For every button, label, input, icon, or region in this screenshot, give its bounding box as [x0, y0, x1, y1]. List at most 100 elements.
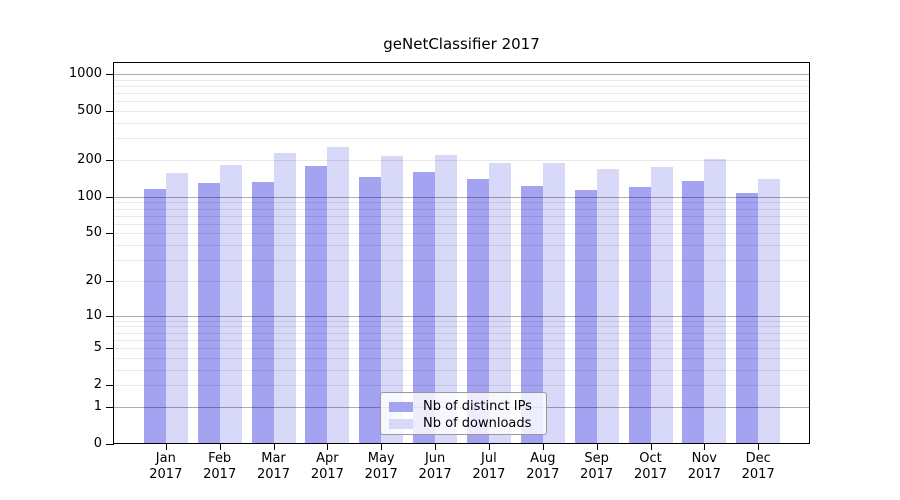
x-tick-year: 2017 [580, 467, 614, 482]
gridline-300 [114, 138, 809, 140]
y-tick-mark-1 [106, 406, 114, 408]
x-tick-year: 2017 [364, 467, 398, 482]
y-tick-label-200: 200 [77, 152, 102, 167]
gridline-6 [114, 339, 809, 341]
y-tick-label-2: 2 [93, 377, 102, 393]
gridline-5 [114, 348, 809, 349]
x-tick-mark-nov [704, 444, 706, 450]
x-tick-month: Jun [424, 451, 446, 466]
x-tick-month: Feb [208, 451, 232, 466]
x-tick-year: 2017 [741, 467, 775, 482]
gridline-50 [114, 233, 809, 235]
x-tick-year: 2017 [256, 467, 291, 482]
bar-downloads-apr [327, 147, 350, 444]
bar-downloads-aug [542, 162, 565, 444]
gridline-9 [114, 320, 809, 322]
bar-distinct-ips-jul [466, 179, 489, 444]
y-tick-label-50: 50 [85, 225, 102, 241]
y-tick-mark-500 [106, 111, 114, 113]
chart-title: geNetClassifier 2017 [383, 35, 540, 53]
x-tick-mark-jul [488, 444, 490, 450]
legend-swatch-distinct-ips [389, 401, 413, 412]
bar-downloads-sep [596, 169, 619, 444]
bar-downloads-jun [435, 154, 458, 444]
y-tick-mark-200 [106, 160, 114, 161]
x-tick-year: 2017 [472, 467, 506, 482]
bar-distinct-ips-nov [682, 180, 705, 444]
bar-distinct-ips-sep [574, 189, 597, 444]
gridline-70 [114, 215, 809, 217]
x-tick-month: Sep [584, 451, 609, 466]
x-tick-mark-jan [165, 444, 167, 450]
bar-distinct-ips-apr [305, 165, 328, 444]
bar-distinct-ips-jun [413, 171, 436, 444]
x-tick-mark-mar [273, 444, 275, 450]
bar-distinct-ips-may [359, 176, 382, 444]
gridline-10 [114, 315, 809, 317]
y-tick-mark-0 [106, 444, 114, 445]
bar-distinct-ips-aug [520, 185, 543, 444]
gridline-800 [114, 85, 809, 87]
y-tick-label-5: 5 [93, 340, 102, 355]
x-tick-year: 2017 [633, 467, 668, 482]
x-tick-label-oct: Oct 2017 [621, 451, 681, 483]
y-tick-label-10: 10 [85, 307, 102, 323]
bar-distinct-ips-oct [628, 186, 651, 444]
gridline-200 [114, 160, 809, 161]
bar-downloads-jul [488, 163, 511, 444]
y-tick-mark-20 [106, 280, 114, 282]
x-tick-label-jan: Jan 2017 [136, 451, 196, 483]
bar-downloads-dec [758, 178, 781, 444]
y-tick-mark-50 [106, 233, 114, 235]
legend-entry-distinct-ips: Nb of distinct IPs [389, 398, 538, 415]
gridline-1000 [114, 74, 809, 75]
x-tick-month: Jul [481, 451, 497, 466]
x-tick-month: May [367, 451, 395, 466]
x-tick-label-sep: Sep 2017 [567, 451, 627, 483]
x-tick-mark-aug [542, 444, 544, 450]
gridline-700 [114, 93, 809, 95]
x-tick-label-jul: Jul 2017 [459, 451, 519, 483]
x-tick-month: Mar [261, 451, 286, 466]
bar-downloads-nov [704, 159, 727, 444]
gridline-40 [114, 245, 809, 247]
x-tick-label-dec: Dec 2017 [728, 451, 788, 483]
y-tick-mark-1000 [106, 74, 114, 75]
y-tick-label-100: 100 [77, 188, 102, 204]
x-tick-mark-may [381, 444, 383, 450]
y-tick-mark-2 [106, 385, 114, 387]
gridline-900 [114, 79, 809, 81]
y-tick-mark-100 [106, 196, 114, 198]
legend-swatch-downloads [389, 418, 413, 429]
legend-entry-downloads: Nb of downloads [389, 415, 538, 432]
y-tick-mark-10 [106, 315, 114, 317]
gridline-3 [114, 369, 809, 371]
gridline-8 [114, 326, 809, 328]
bar-downloads-feb [219, 164, 242, 444]
gridline-500 [114, 111, 809, 113]
x-tick-label-apr: Apr 2017 [297, 451, 357, 483]
y-tick-label-0: 0 [93, 436, 102, 451]
bar-distinct-ips-dec [736, 193, 759, 444]
x-tick-year: 2017 [203, 467, 237, 482]
y-tick-label-1000: 1000 [68, 66, 102, 81]
x-tick-month: Nov [691, 451, 717, 466]
x-tick-label-aug: Aug 2017 [513, 451, 573, 483]
x-tick-year: 2017 [687, 467, 721, 482]
x-tick-mark-apr [327, 444, 329, 450]
y-tick-label-1: 1 [93, 398, 102, 414]
x-tick-year: 2017 [526, 467, 560, 482]
bar-distinct-ips-mar [251, 181, 274, 444]
legend-label-downloads: Nb of downloads [423, 415, 532, 431]
x-tick-mark-jun [435, 444, 437, 450]
gridline-600 [114, 101, 809, 103]
x-tick-month: Oct [639, 451, 662, 466]
gridline-20 [114, 280, 809, 282]
x-tick-label-jun: Jun 2017 [405, 451, 465, 483]
legend-label-distinct-ips: Nb of distinct IPs [423, 398, 532, 414]
gridline-90 [114, 202, 809, 204]
x-tick-mark-sep [596, 444, 598, 450]
x-tick-month: Jan [155, 451, 176, 466]
gridline-60 [114, 223, 809, 225]
